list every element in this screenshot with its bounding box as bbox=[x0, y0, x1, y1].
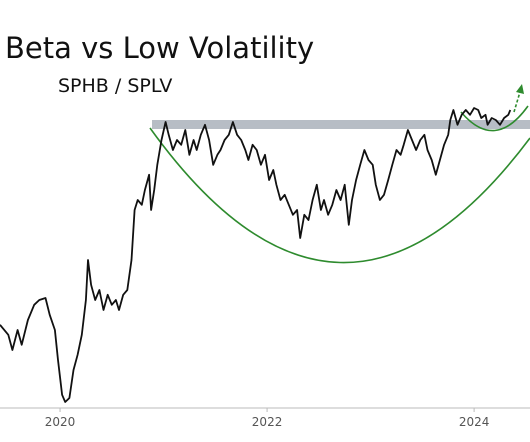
chart-subtitle: SPHB / SPLV bbox=[58, 75, 172, 97]
arrow-head bbox=[516, 84, 524, 94]
resistance-band bbox=[152, 120, 530, 129]
base-arc bbox=[149, 127, 530, 264]
breakout-arrow bbox=[513, 91, 521, 113]
handle-arc bbox=[460, 105, 529, 132]
chart-title: Beta vs Low Volatility bbox=[5, 31, 314, 65]
price-line bbox=[0, 107, 512, 403]
x-tick-label: 2020 bbox=[45, 415, 76, 429]
x-tick-label: 2022 bbox=[252, 415, 283, 429]
x-tick-label: 2024 bbox=[459, 415, 490, 429]
